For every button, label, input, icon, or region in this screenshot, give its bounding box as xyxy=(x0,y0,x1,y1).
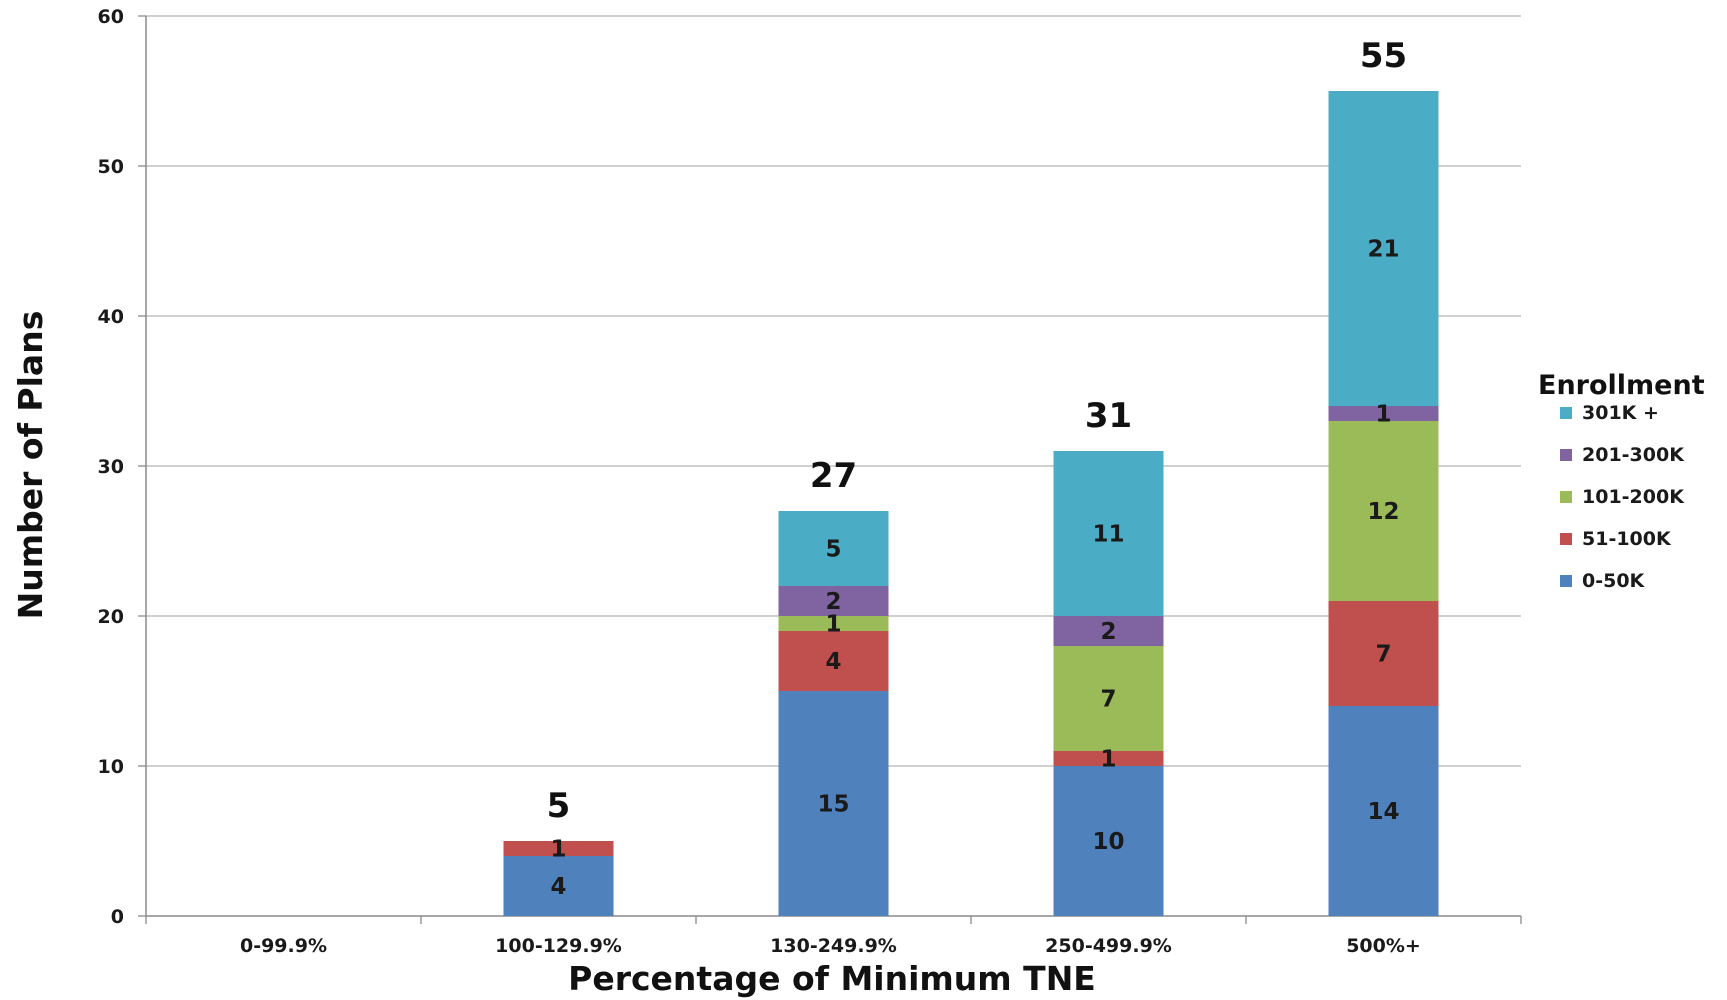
segment-value-label: 7 xyxy=(1100,687,1116,713)
y-axis-title: Number of Plans xyxy=(11,311,50,620)
segment-value-label: 7 xyxy=(1375,642,1391,668)
bar-segment-101-200k xyxy=(1328,421,1439,601)
x-tick-label: 500%+ xyxy=(1346,935,1421,957)
bar-segment-201-300k xyxy=(1328,406,1439,421)
y-tick-label: 10 xyxy=(98,756,124,778)
legend-swatch xyxy=(1560,575,1572,587)
bar-segment-301k xyxy=(1328,91,1439,406)
y-tick-label: 20 xyxy=(98,606,124,628)
segment-value-label: 21 xyxy=(1367,237,1399,263)
bar-segment-201-300k xyxy=(1053,616,1164,646)
segment-value-label: 2 xyxy=(825,589,841,615)
x-axis-title: Percentage of Minimum TNE xyxy=(568,959,1096,998)
segment-value-label: 2 xyxy=(1100,619,1116,645)
bar-segment-201-300k xyxy=(778,586,889,616)
bars xyxy=(503,91,1439,916)
total-value-label: 31 xyxy=(1085,396,1132,436)
legend-label: 101-200K xyxy=(1582,486,1685,508)
bar-segment-51-100k xyxy=(1328,601,1439,706)
total-value-label: 55 xyxy=(1360,36,1407,76)
segment-value-label: 1 xyxy=(550,837,566,863)
segment-value-label: 1 xyxy=(825,612,841,638)
segment-value-label: 4 xyxy=(825,649,841,675)
bar-segment-51-100k xyxy=(503,841,614,856)
segment-value-label: 14 xyxy=(1367,799,1399,825)
segment-value-label: 4 xyxy=(550,874,566,900)
y-tick-label: 30 xyxy=(98,456,124,478)
legend-swatch xyxy=(1560,449,1572,461)
segment-value-label: 1 xyxy=(1375,402,1391,428)
segment-value-label: 11 xyxy=(1092,522,1124,548)
segment-value-label: 15 xyxy=(817,792,849,818)
legend-swatch xyxy=(1560,407,1572,419)
gridlines xyxy=(146,15,1521,767)
y-tick-label: 40 xyxy=(98,306,124,328)
bar-segment-51-100k xyxy=(778,631,889,691)
x-tick-label: 100-129.9% xyxy=(495,935,622,957)
total-value-label: 27 xyxy=(810,456,857,496)
bar-segment-101-200k xyxy=(778,616,889,631)
bar-segment-301k xyxy=(778,511,889,586)
segment-value-label: 1 xyxy=(1100,747,1116,773)
bar-segment-0-50k xyxy=(1328,706,1439,916)
x-tick-label: 0-99.9% xyxy=(240,935,327,957)
bar-segment-0-50k xyxy=(503,856,614,916)
legend-label: 0-50K xyxy=(1582,570,1646,592)
bar-segment-0-50k xyxy=(778,691,889,916)
total-value-label: 5 xyxy=(547,786,571,826)
segment-value-label: 12 xyxy=(1367,499,1399,525)
legend-label: 51-100K xyxy=(1582,528,1672,550)
legend-title: Enrollment xyxy=(1538,370,1705,401)
y-tick-label: 0 xyxy=(111,906,124,928)
bar-segment-51-100k xyxy=(1053,751,1164,766)
legend-swatch xyxy=(1560,533,1572,545)
segment-value-label: 5 xyxy=(825,537,841,563)
x-tick-label: 250-499.9% xyxy=(1045,935,1172,957)
y-tick-label: 60 xyxy=(98,6,124,28)
bar-segment-301k xyxy=(1053,451,1164,616)
bar-segment-0-50k xyxy=(1053,766,1164,916)
bar-segment-101-200k xyxy=(1053,646,1164,751)
y-tick-label: 50 xyxy=(98,156,124,178)
legend-label: 301K + xyxy=(1582,402,1659,424)
legend-swatch xyxy=(1560,491,1572,503)
x-tick-label: 130-249.9% xyxy=(770,935,897,957)
legend-label: 201-300K xyxy=(1582,444,1685,466)
segment-value-label: 10 xyxy=(1092,829,1124,855)
